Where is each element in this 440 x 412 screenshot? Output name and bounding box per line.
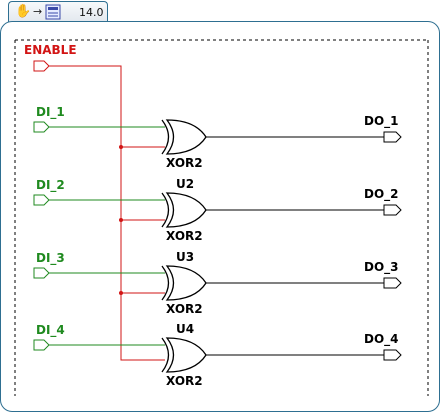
input-label: DI_2 (36, 178, 65, 193)
wire-junction (119, 218, 123, 222)
tab-strip: ✋ → 14.0 (0, 0, 440, 22)
gate-instance-label: U3 (176, 250, 194, 264)
output-label: DO_3 (364, 260, 399, 275)
xor-gate[interactable] (165, 337, 207, 373)
xor-gate-input-arc (161, 265, 170, 301)
tab-schematic[interactable]: ✋ → 14.0 (8, 1, 108, 22)
xor-gate-input-arc (161, 119, 170, 155)
output-label: DO_4 (364, 332, 399, 347)
enable-port[interactable] (33, 60, 50, 72)
input-port[interactable] (33, 339, 50, 351)
xor-gate[interactable] (165, 265, 207, 301)
xor-gate-input-arc (161, 192, 170, 228)
wire-junction (119, 291, 123, 295)
wire-junction (119, 145, 123, 149)
enable-label: ENABLE (24, 43, 77, 57)
gate-type-label: XOR2 (166, 302, 203, 316)
enable-wire[interactable] (49, 65, 165, 361)
output-label: DO_1 (364, 114, 399, 129)
schematic-panel (0, 21, 440, 412)
input-label: DI_4 (36, 323, 65, 338)
input-port[interactable] (33, 194, 50, 206)
hand-pan-icon[interactable]: ✋ (15, 4, 32, 19)
gate-type-label: XOR2 (166, 156, 203, 170)
output-port[interactable] (383, 131, 402, 143)
input-label: DI_1 (36, 105, 65, 120)
xor-gate[interactable] (165, 119, 207, 155)
gate-type-label: XOR2 (166, 374, 203, 388)
gate-type-label: XOR2 (166, 229, 203, 243)
gate-instance-label: U2 (176, 177, 194, 191)
input-label: DI_3 (36, 251, 65, 266)
input-port[interactable] (33, 267, 50, 279)
zoom-level: 14.0 (79, 6, 104, 19)
output-port[interactable] (383, 349, 402, 361)
output-port[interactable] (383, 277, 402, 289)
output-port[interactable] (383, 204, 402, 216)
gate-instance-label: U4 (176, 322, 194, 336)
arrow-right-icon: → (33, 5, 43, 18)
sheet-border (14, 39, 429, 396)
input-port[interactable] (33, 121, 50, 133)
output-label: DO_2 (364, 187, 399, 202)
xor-gate[interactable] (165, 192, 207, 228)
schematic-sheet-icon (45, 4, 61, 20)
xor-gate-input-arc (161, 337, 170, 373)
